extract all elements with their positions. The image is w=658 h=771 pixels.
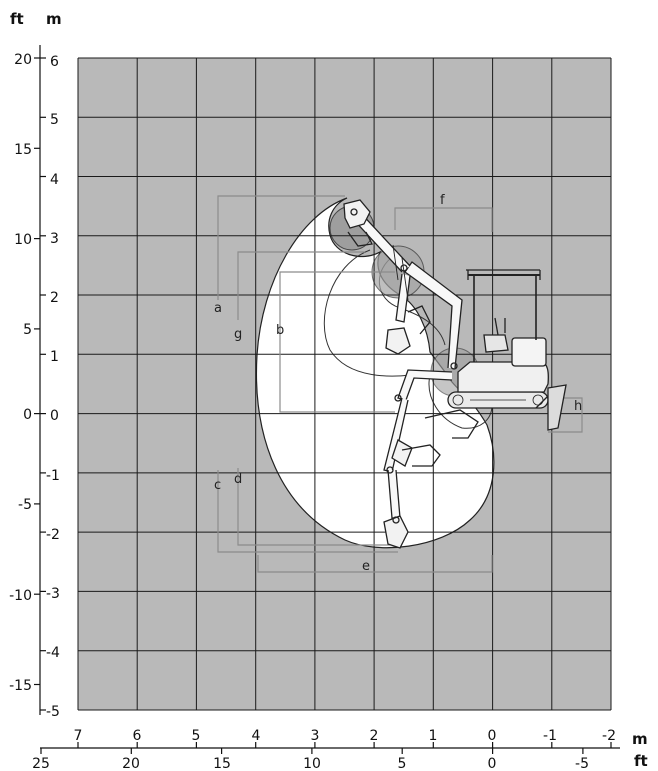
ft-label-neg10: -10	[9, 588, 32, 604]
x-ft-label-0: 0	[488, 756, 497, 771]
bottom-m-unit: m	[632, 730, 648, 748]
x-m-label-neg1: -1	[543, 728, 557, 744]
excavator-illustration	[343, 199, 567, 549]
m-label-6: 6	[50, 54, 59, 70]
bottom-ft-labels: 25 20 15 10 5 0 -5	[32, 756, 589, 771]
m-label-4: 4	[50, 172, 59, 188]
dim-line-c	[217, 470, 398, 553]
dim-line-b	[279, 271, 395, 413]
dim-label-c: c	[214, 478, 221, 493]
canopy	[466, 269, 541, 362]
bottom-axis-m-ticks	[77, 742, 612, 748]
left-m-labels: 6 5 4 3 2 1 0 -1 -2 -3 -4 -5	[46, 54, 60, 720]
dim-line-a	[217, 195, 345, 300]
ft-label-5: 5	[23, 322, 32, 338]
x-ft-label-25: 25	[32, 756, 50, 771]
x-m-label-4: 4	[252, 728, 261, 744]
m-label-neg4: -4	[46, 645, 60, 661]
m-label-neg2: -2	[46, 527, 60, 543]
bottom-axis-ft-ticks	[40, 748, 584, 754]
dim-label-h: h	[574, 399, 582, 414]
dim-line-g	[237, 251, 365, 320]
x-m-label-6: 6	[133, 728, 142, 744]
upper-structure	[457, 361, 549, 393]
bottom-m-labels: 7 6 5 4 3 2 1 0 -1 -2	[74, 728, 616, 744]
x-m-label-0: 0	[488, 728, 497, 744]
dim-label-e: e	[362, 559, 370, 574]
bottom-ft-unit: ft	[634, 752, 648, 770]
dim-line-d	[237, 468, 395, 546]
dim-line-e	[257, 555, 493, 573]
m-label-5: 5	[50, 112, 59, 128]
ft-label-0: 0	[23, 407, 32, 423]
x-m-label-7: 7	[74, 728, 83, 744]
m-label-neg1: -1	[46, 468, 60, 484]
grid-lines	[77, 57, 612, 711]
x-ft-label-5: 5	[398, 756, 407, 771]
engine-cover	[511, 337, 547, 367]
ft-label-neg15: -15	[9, 678, 32, 694]
left-ft-labels: 20 15 10 5 0 -5 -10 -15	[9, 52, 32, 694]
left-axis-m-ticks	[40, 57, 46, 711]
dozer-blade	[547, 384, 567, 431]
x-ft-label-neg5: -5	[575, 756, 589, 771]
arm-mid	[395, 273, 411, 323]
x-m-label-neg2: -2	[602, 728, 616, 744]
dim-line-f	[394, 207, 493, 232]
m-label-0: 0	[50, 408, 59, 424]
x-ft-label-10: 10	[303, 756, 321, 771]
dim-label-a: a	[214, 301, 222, 316]
m-label-neg5: -5	[46, 704, 60, 720]
m-label-2: 2	[50, 290, 59, 306]
x-m-label-1: 1	[429, 728, 438, 744]
dim-label-g: g	[234, 327, 242, 342]
ft-label-10: 10	[14, 232, 32, 248]
dim-label-b: b	[276, 323, 284, 338]
ft-label-20: 20	[14, 52, 32, 68]
x-ft-label-20: 20	[122, 756, 140, 771]
x-m-label-5: 5	[192, 728, 201, 744]
dim-line-h	[548, 397, 583, 433]
dimension-lines	[217, 195, 583, 573]
m-label-1: 1	[50, 349, 59, 365]
ft-label-15: 15	[14, 142, 32, 158]
ft-label-neg5: -5	[18, 497, 32, 513]
m-label-3: 3	[50, 231, 59, 247]
dim-label-d: d	[234, 472, 242, 487]
x-ft-label-15: 15	[213, 756, 231, 771]
dim-label-f: f	[440, 193, 445, 208]
x-m-label-2: 2	[370, 728, 379, 744]
left-ft-unit: ft	[10, 10, 24, 28]
x-m-label-3: 3	[311, 728, 320, 744]
left-axis-ft-ticks	[34, 57, 40, 686]
m-label-neg3: -3	[46, 586, 60, 602]
working-envelope	[255, 197, 495, 549]
bucket-mid	[385, 327, 411, 355]
left-m-unit: m	[46, 10, 62, 28]
